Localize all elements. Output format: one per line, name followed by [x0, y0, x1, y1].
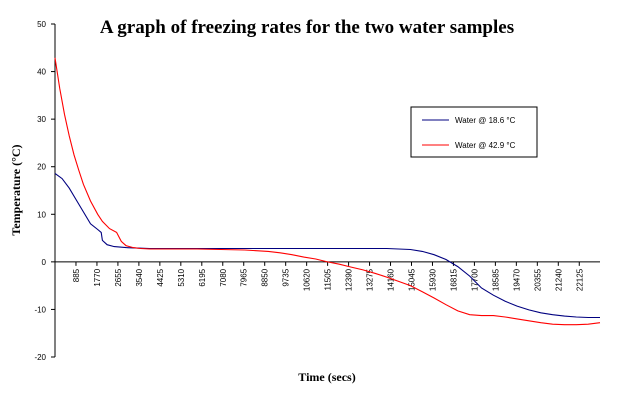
- legend: Water @ 18.6 °C Water @ 42.9 °C: [410, 106, 538, 158]
- legend-box: [410, 106, 538, 158]
- y-tick-label: -20: [34, 353, 46, 362]
- x-tick-label: 15930: [428, 268, 437, 291]
- x-tick-label: 8850: [261, 268, 270, 286]
- chart-title: A graph of freezing rates for the two wa…: [100, 17, 514, 38]
- x-tick-label: 18585: [491, 268, 500, 291]
- x-tick-label: 11505: [324, 268, 333, 290]
- x-tick-label: 12390: [345, 268, 354, 291]
- axes: [54, 24, 600, 357]
- y-tick-label: 20: [37, 163, 46, 172]
- x-tick-label: 17700: [470, 268, 479, 291]
- x-tick-label: 22125: [575, 268, 584, 291]
- x-tick-label: 14160: [387, 268, 396, 291]
- series-line-2: [54, 57, 601, 326]
- x-axis-title: Time (secs): [298, 370, 355, 384]
- x-tick-label: 5310: [177, 268, 186, 286]
- x-tick-label: 885: [72, 268, 81, 282]
- y-tick-label: -10: [34, 305, 46, 314]
- y-tick-label: 0: [42, 258, 47, 267]
- y-axis-title: Temperature (°C): [9, 144, 23, 235]
- x-tick-label: 19470: [512, 268, 521, 291]
- x-tick-label: 2655: [114, 268, 123, 286]
- legend-label-2: Water @ 42.9 °C: [455, 141, 516, 150]
- x-tick-label: 7965: [240, 268, 249, 286]
- y-tick-label: 30: [37, 115, 46, 124]
- x-tick-label: 9735: [282, 268, 291, 286]
- x-tick-label: 6195: [198, 268, 207, 286]
- x-tick-label: 20355: [533, 268, 542, 291]
- y-tick-label: 50: [37, 20, 46, 29]
- x-tick-label: 3540: [135, 268, 144, 286]
- x-tick-label: 21240: [554, 268, 563, 291]
- x-tick-label: 15045: [408, 268, 417, 291]
- series-line-1: [54, 172, 600, 319]
- series-lines: [54, 57, 601, 326]
- x-tick-label: 1770: [93, 268, 102, 286]
- legend-label-1: Water @ 18.6 °C: [455, 116, 516, 125]
- x-tick-label: 16815: [449, 268, 458, 291]
- ticks: 50 40 30 20 10 0 -10 -20 885 1770 2655 3540 4425 5310…: [34, 20, 584, 362]
- x-tick-label: 13275: [366, 268, 375, 291]
- x-tick-label: 7080: [219, 268, 228, 286]
- x-tick-label: 4425: [156, 268, 165, 286]
- x-tick-label: 10620: [303, 268, 312, 291]
- y-tick-label: 40: [37, 68, 46, 77]
- y-tick-label: 10: [37, 210, 46, 219]
